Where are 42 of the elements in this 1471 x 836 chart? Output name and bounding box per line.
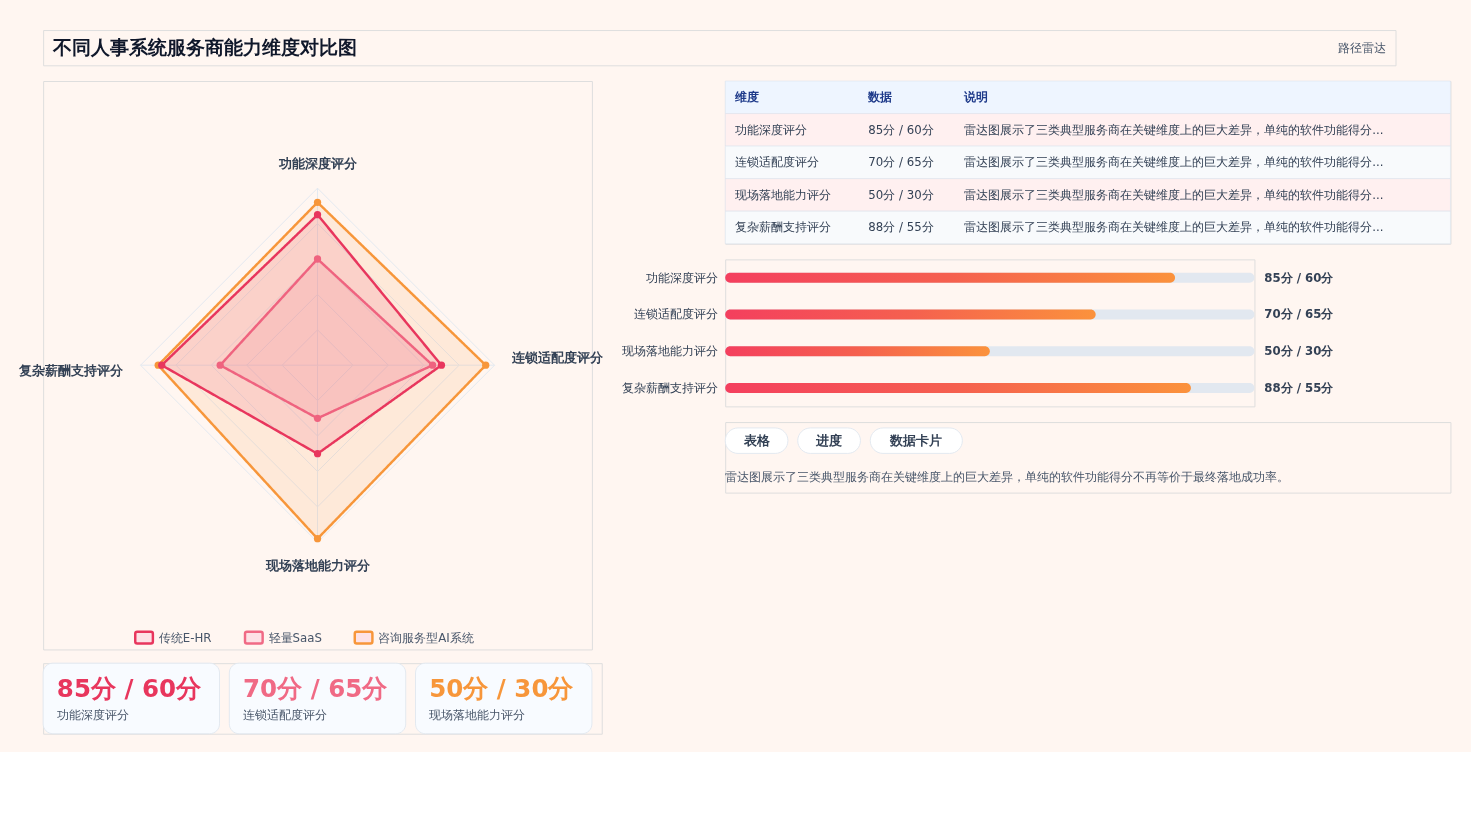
spoke-label: 功能深度评分: [277, 155, 358, 171]
text: 85分 / 60分: [868, 122, 934, 137]
text: 不同人事系统服务商能力维度对比图: [51, 36, 357, 58]
text: 现场落地能力评分: [735, 187, 832, 202]
text: 数据: [867, 90, 893, 105]
text: 雷达图展示了三类典型服务商在关键维度上的巨大差异，单纯的软件功能得分...: [964, 220, 1384, 235]
data-label: 50分 / 30分: [1264, 344, 1335, 359]
text: 70分 / 65分: [868, 155, 934, 170]
text: 表格: [742, 432, 771, 448]
y-tick-label: 功能深度评分: [645, 270, 718, 285]
text: 雷达图展示了三类典型服务商在关键维度上的巨大差异，单纯的软件功能得分不再等价于最终落地成功率。: [725, 469, 1290, 484]
text: 现场落地能力评分: [429, 708, 526, 722]
text: 85分 / 60分: [56, 674, 203, 704]
text: 复杂薪酬支持评分: [735, 220, 832, 235]
text: 说明: [963, 90, 989, 105]
text: 进度: [815, 432, 843, 448]
text: 雷达图展示了三类典型服务商在关键维度上的巨大差异，单纯的软件功能得分...: [964, 122, 1384, 137]
text: 雷达图展示了三类典型服务商在关键维度上的巨大差异，单纯的软件功能得分...: [964, 187, 1384, 202]
y-tick-label: 复杂薪酬支持评分: [621, 380, 718, 395]
text: 70分 / 65分: [243, 674, 389, 704]
text: 功能深度评分: [735, 122, 808, 137]
text: 88分 / 55分: [868, 220, 934, 235]
y-tick-label: 连锁适配度评分: [633, 307, 718, 322]
text: 雷达图展示了三类典型服务商在关键维度上的巨大差异，单纯的软件功能得分...: [964, 155, 1384, 170]
text: 50分 / 30分: [868, 187, 934, 202]
legend-label: 轻量SaaS: [268, 630, 322, 645]
legend-label: 传统E-HR: [158, 630, 212, 645]
legend-label: 咨询服务型AI系统: [378, 630, 474, 645]
text: 连锁适配度评分: [243, 708, 328, 722]
text: 数据卡片: [889, 432, 943, 448]
text: 功能深度评分: [56, 708, 129, 722]
text: 连锁适配度评分: [735, 155, 820, 170]
text: 维度: [734, 90, 760, 105]
data-label: 85分 / 60分: [1264, 270, 1335, 285]
spoke-label: 连锁适配度评分: [511, 350, 605, 366]
text: 50分 / 30分: [429, 674, 575, 704]
data-label: 70分 / 65分: [1264, 307, 1335, 322]
y-tick-label: 现场落地能力评分: [621, 344, 718, 359]
spoke-label: 复杂薪酬支持评分: [17, 363, 124, 379]
text: 路径雷达: [1337, 40, 1386, 55]
spoke-label: 现场落地能力评分: [264, 557, 371, 573]
data-label: 88分 / 55分: [1264, 380, 1335, 395]
